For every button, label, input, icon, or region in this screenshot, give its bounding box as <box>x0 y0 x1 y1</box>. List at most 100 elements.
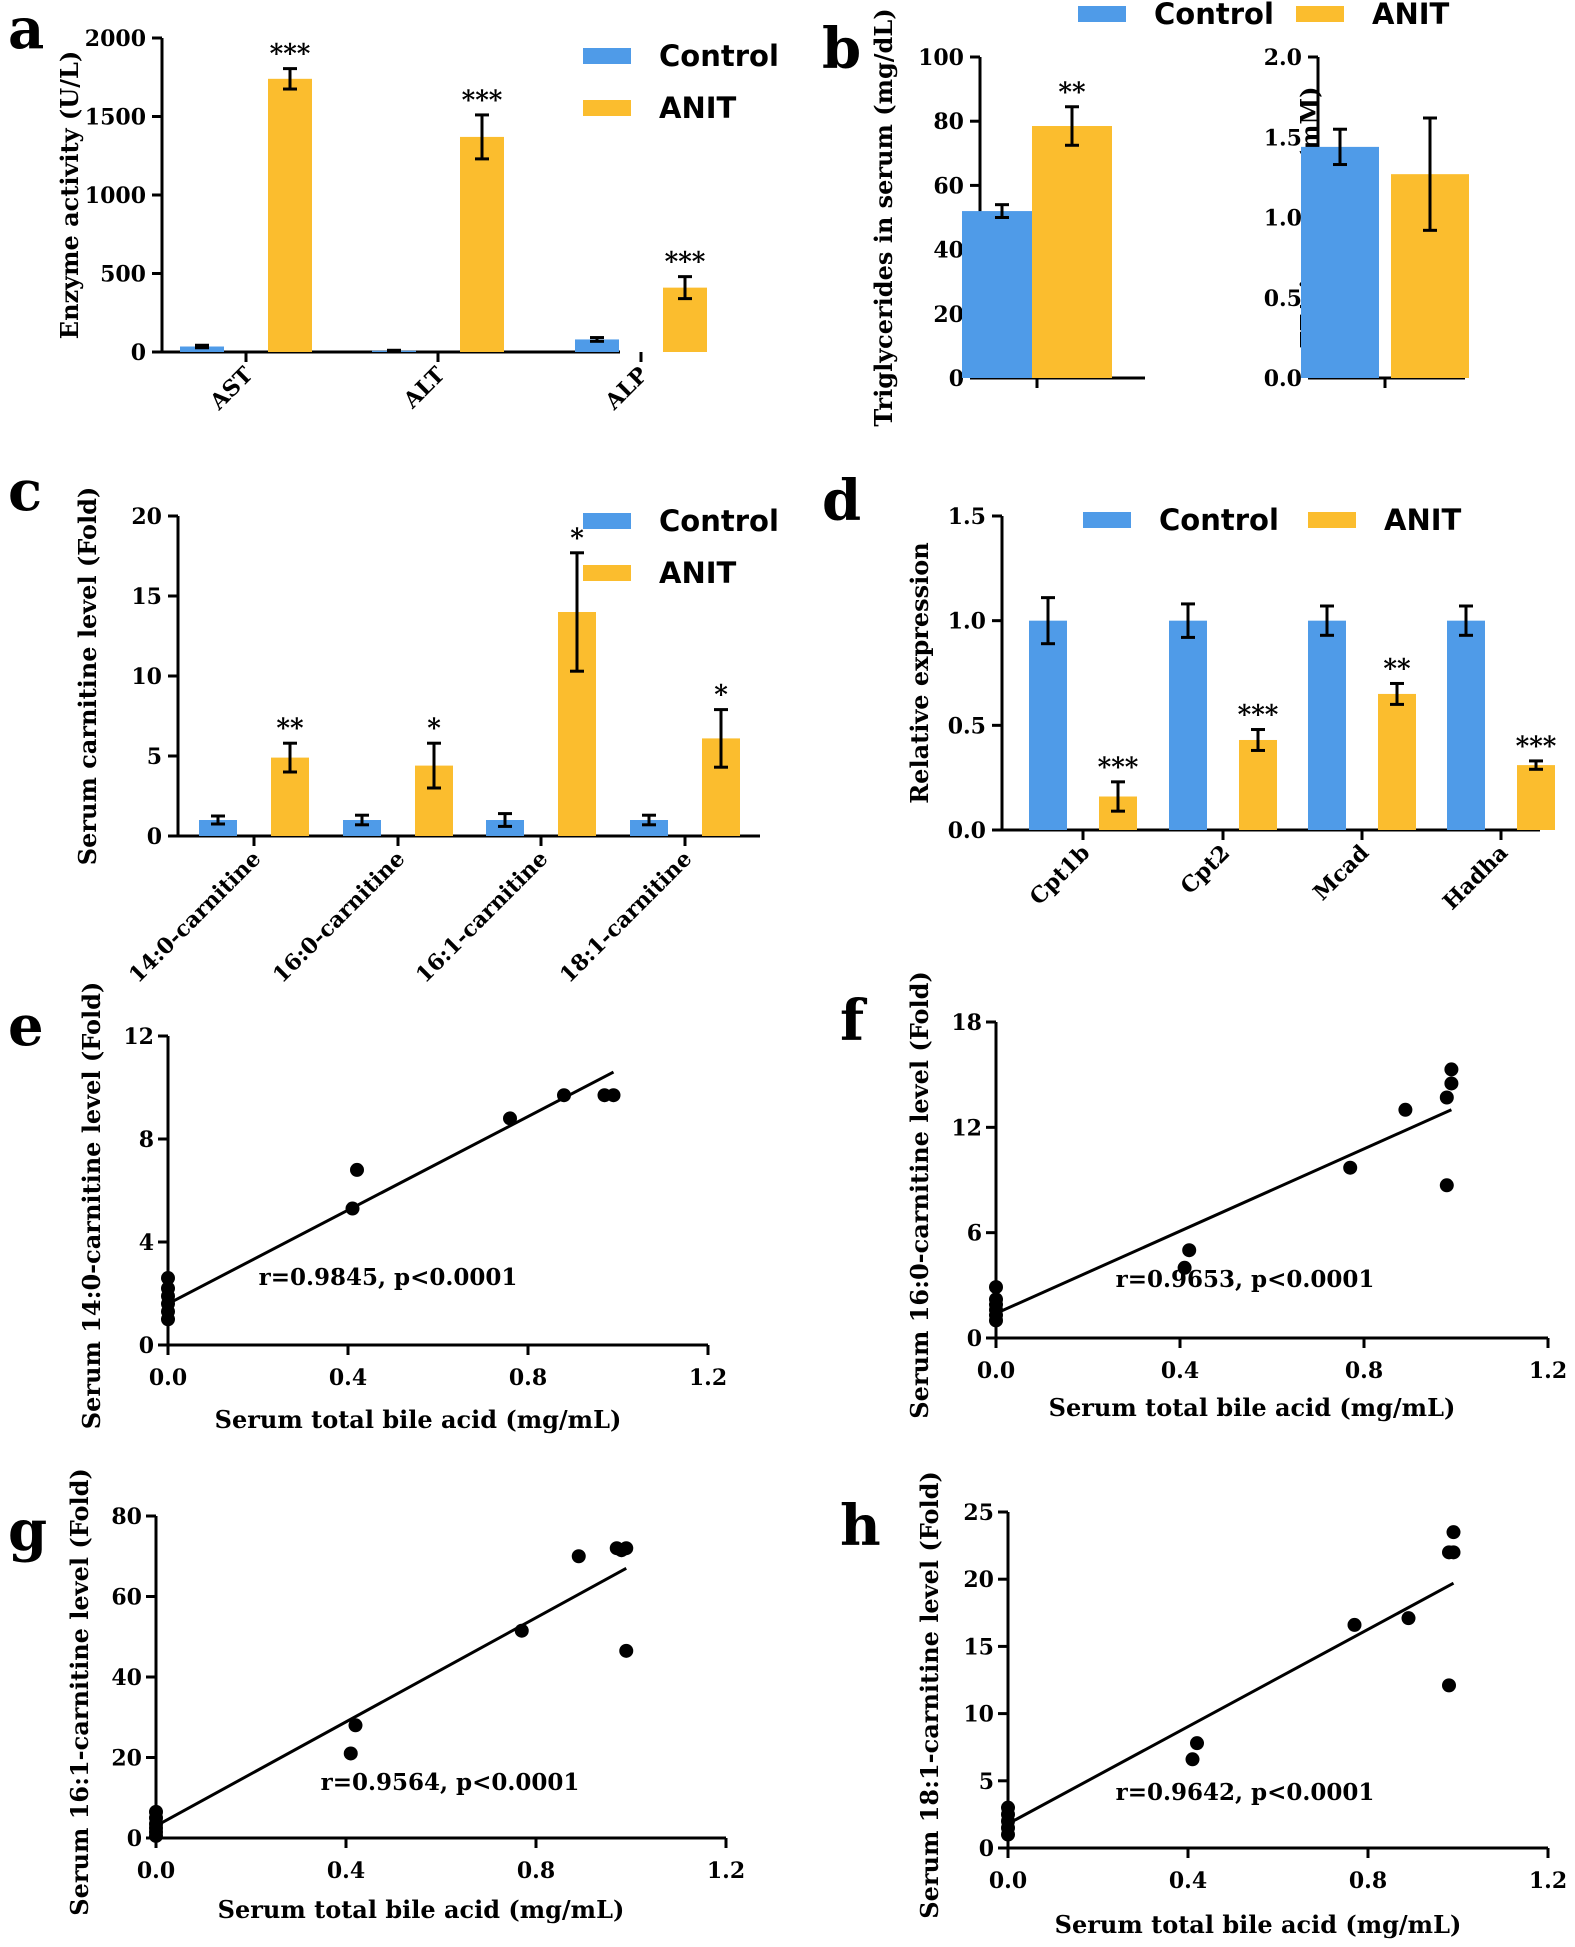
chart6-f-point-7 <box>1182 1243 1197 1258</box>
chart4-d-xtick-label-0: Cpt1b <box>1025 840 1096 911</box>
chart6-f-xtick-label: 0.0 <box>977 1358 1015 1384</box>
legend-d-label-1: ANIT <box>1384 503 1462 537</box>
chart1-b-ytick-label: 100 <box>918 45 964 71</box>
legend-a-swatch-0 <box>583 48 631 64</box>
chart5-e-ytick-label: 4 <box>139 1230 154 1256</box>
panel-letter-f: f <box>840 988 868 1054</box>
chart6-f-point-9 <box>1398 1102 1413 1117</box>
chart4-d-ytick-label: 0.0 <box>948 818 986 844</box>
chart3-c-significance-3: * <box>714 681 728 711</box>
legend-a-label-0: Control <box>659 39 779 73</box>
chart6-f-ytick-label: 18 <box>951 1010 982 1036</box>
chart3-c-bar-control-2 <box>486 820 524 836</box>
panel-letter-a: a <box>8 0 44 62</box>
chart0-a-ytick-label: 2000 <box>85 26 146 52</box>
chart0-a-xtick-label-0: AST <box>204 361 258 415</box>
legend-c-label-1: ANIT <box>659 556 737 590</box>
chart5-e-xtick-label: 0.8 <box>509 1365 547 1391</box>
chart4-d-significance-3: *** <box>1516 732 1557 762</box>
chart7-g-regression-line <box>155 1567 627 1828</box>
chart5-e-ylabel: Serum 14:0-carnitine level (Fold) <box>77 982 106 1429</box>
chart0-a-bar-control-2 <box>575 339 619 352</box>
chart8-h-point-9 <box>1442 1678 1456 1693</box>
legend-c-label-0: Control <box>659 504 779 538</box>
chart6-f-point-11 <box>1439 1090 1454 1105</box>
chart8-h-annotation: r=0.9642, p<0.0001 <box>1116 1779 1375 1806</box>
chart4-d-bar-control-2 <box>1308 620 1346 830</box>
legend-d-swatch-1 <box>1308 512 1356 528</box>
chart1-b-ytick-label: 60 <box>933 173 964 199</box>
chart6-f-xtick-label: 0.8 <box>1345 1358 1383 1384</box>
chart7-g-point-7 <box>348 1718 363 1733</box>
chart5-e-annotation: r=0.9845, p<0.0001 <box>259 1264 518 1291</box>
chart3-c-significance-2: * <box>570 524 584 554</box>
chart7-g-point-9 <box>571 1549 586 1564</box>
chart4-d-ylabel: Relative expression <box>905 542 934 804</box>
chart7-g-xtick-label: 0.8 <box>517 1858 555 1884</box>
chart2-b2-bar-control-0 <box>1301 146 1379 378</box>
chart4-d-xtick-label-1: Cpt2 <box>1176 840 1236 900</box>
chart5-e-point-11 <box>606 1088 621 1103</box>
chart7-g-ytick-label: 20 <box>111 1746 142 1772</box>
chart1-b-bar-control-0 <box>962 211 1042 378</box>
chart8-h-point-4 <box>1001 1800 1015 1815</box>
chart4-d-bar-control-3 <box>1447 620 1485 830</box>
chart3-c-ytick-label: 5 <box>147 744 162 770</box>
chart1-b-ytick-label: 80 <box>933 109 964 135</box>
chart5-e-point-5 <box>161 1271 175 1286</box>
chart4-d-significance-1: *** <box>1238 701 1279 731</box>
legend-b-swatch-0 <box>1078 6 1126 22</box>
chart8-h-ylabel: Serum 18:1-carnitine level (Fold) <box>915 1471 944 1918</box>
chart8-h-point-6 <box>1190 1736 1204 1751</box>
chart0-a-bar-anit-0 <box>268 78 312 352</box>
chart3-c-ytick-label: 0 <box>147 824 162 850</box>
panel-letter-g: g <box>8 1498 47 1564</box>
chart5-e-ytick-label: 8 <box>139 1127 154 1153</box>
chart4-d-significance-2: ** <box>1383 654 1411 684</box>
chart0-a-ytick-label: 500 <box>100 262 146 288</box>
chart7-g-point-5 <box>149 1804 163 1819</box>
chart5-e-regression-line <box>167 1070 615 1306</box>
chart8-h-point-8 <box>1401 1611 1416 1626</box>
chart0-a-significance-1: *** <box>462 86 503 116</box>
legend-c-swatch-0 <box>583 513 631 529</box>
chart7-g-ytick-label: 80 <box>111 1504 142 1530</box>
chart3-c-ytick-label: 20 <box>131 504 162 530</box>
chart2-b2-ytick-label: 1.0 <box>1264 206 1302 232</box>
panel-letter-e: e <box>8 993 44 1059</box>
chart7-g-ytick-label: 60 <box>111 1585 142 1611</box>
chart7-g-point-13 <box>619 1643 634 1658</box>
chart1-b-significance-0: ** <box>1058 78 1086 108</box>
chart6-f-point-6 <box>1177 1260 1192 1275</box>
chart7-g-ylabel: Serum 16:1-carnitine level (Fold) <box>65 1468 94 1915</box>
chart5-e-point-4 <box>161 1281 175 1296</box>
chart5-e-xtick-label: 0.4 <box>329 1365 367 1391</box>
chart3-c-ytick-label: 10 <box>131 664 162 690</box>
chart5-e-point-7 <box>350 1162 364 1177</box>
chart5-e-ytick-label: 12 <box>123 1024 154 1050</box>
chart4-d-bar-anit-1 <box>1239 739 1277 830</box>
chart1-b-ytick-label: 40 <box>933 238 964 264</box>
chart8-h-xtick-label: 1.2 <box>1529 1868 1567 1894</box>
legend-b-label-1: ANIT <box>1372 0 1450 31</box>
chart0-a-ytick-label: 0 <box>131 340 146 366</box>
chart8-h-point-7 <box>1347 1617 1362 1632</box>
chart0-a-ylabel: Enzyme activity (U/L) <box>55 51 84 339</box>
legend-b-swatch-1 <box>1296 6 1344 22</box>
chart3-c-significance-0: ** <box>276 714 304 744</box>
chart2-b2-ytick-label: 0.5 <box>1264 286 1302 312</box>
chart8-h-point-5 <box>1185 1752 1200 1767</box>
chart5-e-xlabel: Serum total bile acid (mg/mL) <box>215 1405 622 1434</box>
chart5-e-point-8 <box>503 1111 517 1126</box>
chart2-b2-ytick-label: 0.0 <box>1264 366 1302 392</box>
chart0-a-ytick-label: 1000 <box>85 183 146 209</box>
chart8-h-ytick-label: 25 <box>963 1500 994 1526</box>
chart6-f-point-13 <box>1444 1062 1459 1077</box>
chart4-d-bar-anit-2 <box>1378 693 1416 830</box>
chart8-h-ytick-label: 5 <box>979 1769 994 1795</box>
chart1-b-ylabel: Triglycerides in serum (mg/dL) <box>869 8 898 426</box>
chart0-a-ytick-label: 1500 <box>85 105 146 131</box>
chart7-g-annotation: r=0.9564, p<0.0001 <box>321 1769 580 1796</box>
chart7-g-point-6 <box>343 1746 358 1761</box>
chart5-e-point-9 <box>557 1088 571 1103</box>
